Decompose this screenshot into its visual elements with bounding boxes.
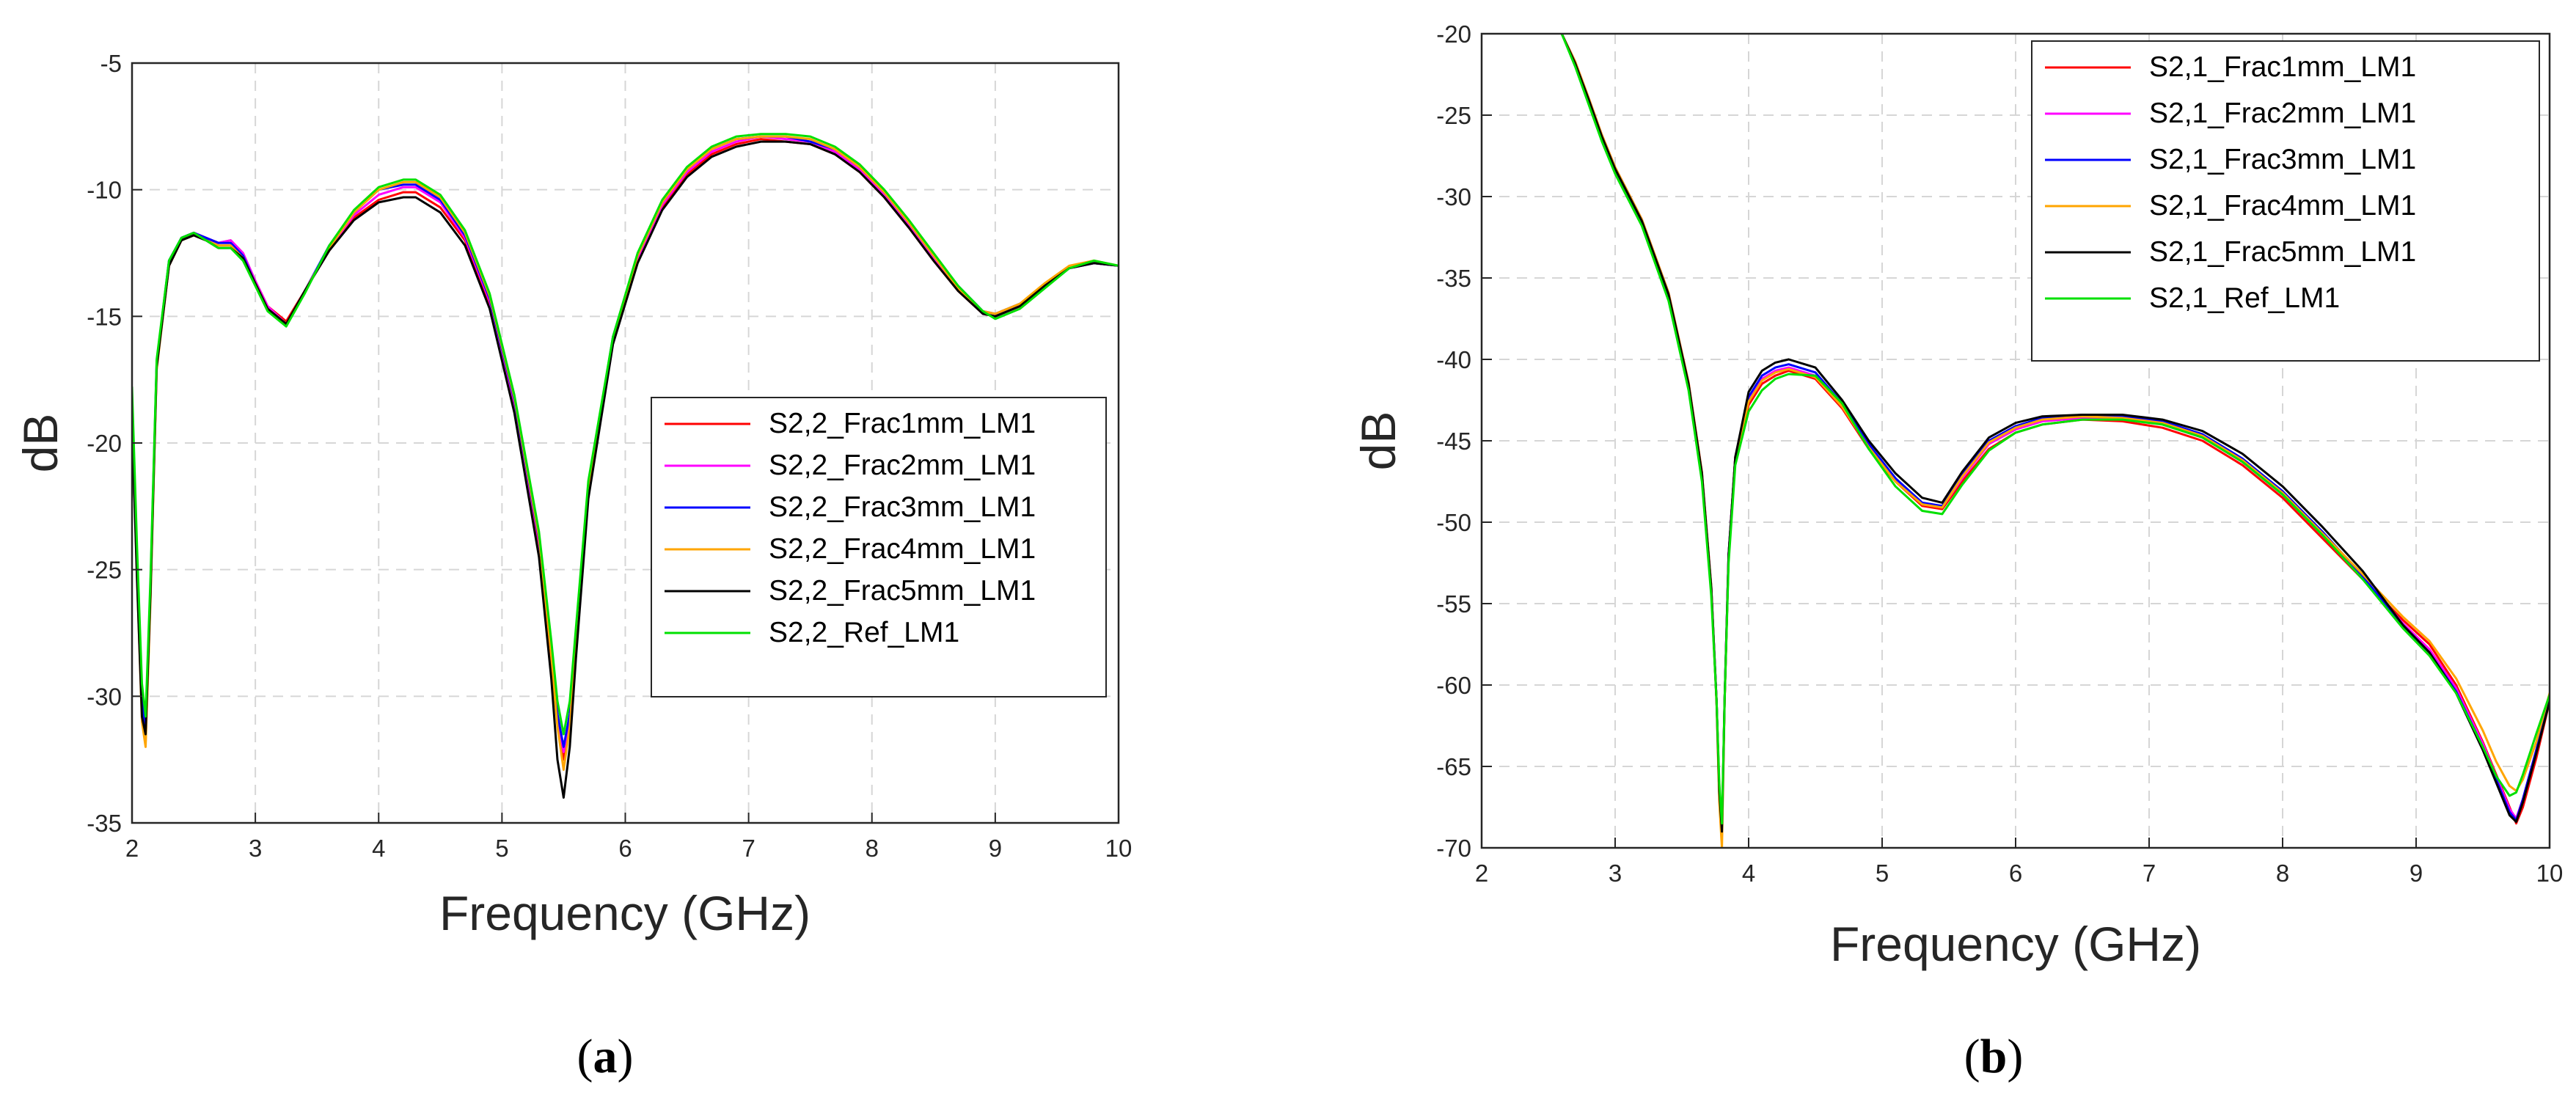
chart-b-y-tick-label-10: -20 — [1436, 21, 1471, 48]
chart-a-x-axis-label: Frequency (GHz) — [439, 886, 811, 940]
chart-a-x-tick-label-1: 3 — [249, 835, 262, 862]
chart-a-legend-label-4: S2,2_Frac5mm_LM1 — [769, 575, 1036, 607]
panel-label-b: (b) — [1964, 1030, 2024, 1083]
chart-b-y-tick-label-9: -25 — [1436, 102, 1471, 129]
chart-a-x-tick-label-0: 2 — [125, 835, 139, 862]
chart-a-x-tick-label-4: 6 — [618, 835, 632, 862]
chart-b-y-tick-label-6: -40 — [1436, 346, 1471, 373]
chart-a-legend-label-1: S2,2_Frac2mm_LM1 — [769, 450, 1036, 481]
chart-b-y-tick-label-0: -70 — [1436, 835, 1471, 862]
chart-b-y-tick-label-4: -50 — [1436, 509, 1471, 536]
chart-b-legend: S2,1_Frac1mm_LM1 S2,1_Frac2mm_LM1 S2,1_Fra… — [2031, 40, 2540, 362]
chart-a-legend-label-5: S2,2_Ref_LM1 — [769, 617, 959, 648]
chart-b-x-tick-label-8: 10 — [2536, 860, 2564, 887]
panel-label-a-letter: a — [593, 1030, 618, 1083]
chart-a-y-ticks: -35 -30 -25 -20 -15 -10 -5 — [87, 50, 142, 837]
chart-a-x-tick-label-3: 5 — [495, 835, 508, 862]
panel-label-b-letter: b — [1980, 1030, 2008, 1083]
chart-b-y-tick-label-5: -45 — [1436, 428, 1471, 455]
panel-label-a: (a) — [577, 1030, 634, 1083]
chart-a-series-line-5 — [132, 133, 1119, 736]
chart-a-x-tick-label-2: 4 — [372, 835, 385, 862]
chart-b-x-tick-label-6: 8 — [2276, 860, 2289, 887]
chart-a-x-tick-label-5: 7 — [742, 835, 755, 862]
chart-a-y-tick-label-0: -35 — [87, 810, 122, 837]
chart-b-legend-label-0: S2,1_Frac1mm_LM1 — [2149, 51, 2416, 83]
chart-b-legend-box — [2031, 40, 2540, 362]
chart-b-y-ticks: -70 -65 -60 -55 -50 -45 -40 -35 -30 -25 -20 — [1436, 21, 1492, 862]
chart-a-x-tick-label-6: 8 — [866, 835, 879, 862]
chart-b-y-tick-label-1: -65 — [1436, 753, 1471, 780]
chart-a-x-tick-label-7: 9 — [989, 835, 1002, 862]
chart-b-series-line-5 — [1560, 34, 2550, 825]
chart-a-y-tick-label-2: -25 — [87, 557, 122, 584]
chart-b-x-tick-label-0: 2 — [1475, 860, 1488, 887]
chart-a-legend: S2,2_Frac1mm_LM1 S2,2_Frac2mm_LM1 S2,2_Fra… — [651, 397, 1107, 697]
chart-b: 2 3 4 5 6 7 8 9 10 -70 -65 -60 -55 -50 -45 -40 -35 -30 -2… — [1351, 21, 2563, 971]
chart-b-y-axis-label: dB — [1351, 411, 1405, 471]
chart-b-legend-label-5: S2,1_Ref_LM1 — [2149, 282, 2340, 314]
chart-b-x-tick-label-2: 4 — [1742, 860, 1755, 887]
chart-b-x-axis-label: Frequency (GHz) — [1830, 917, 2201, 971]
chart-a-y-tick-label-6: -5 — [100, 50, 122, 77]
chart-a-y-tick-label-5: -10 — [87, 177, 122, 204]
chart-b-series — [1560, 34, 2550, 848]
chart-a-x-ticks: 2 3 4 5 6 7 8 9 10 — [125, 813, 1133, 862]
chart-b-x-tick-label-5: 7 — [2143, 860, 2156, 887]
chart-b-legend-label-2: S2,1_Frac3mm_LM1 — [2149, 144, 2416, 175]
chart-a-series — [132, 133, 1119, 799]
chart-b-y-tick-label-7: -35 — [1436, 265, 1471, 292]
chart-b-x-tick-label-4: 6 — [2009, 860, 2022, 887]
chart-b-legend-label-1: S2,1_Frac2mm_LM1 — [2149, 98, 2416, 129]
chart-a-legend-label-3: S2,2_Frac4mm_LM1 — [769, 533, 1036, 565]
chart-b-y-tick-label-2: -60 — [1436, 672, 1471, 699]
chart-b-series-line-4 — [1560, 34, 2550, 833]
chart-a-x-tick-label-8: 10 — [1105, 835, 1133, 862]
chart-a-legend-label-0: S2,2_Frac1mm_LM1 — [769, 408, 1036, 439]
chart-b-x-tick-label-7: 9 — [2409, 860, 2423, 887]
chart-a-y-axis-label: dB — [13, 414, 67, 473]
chart-b-y-tick-label-3: -55 — [1436, 590, 1471, 618]
chart-a-y-tick-label-3: -20 — [87, 430, 122, 457]
chart-a-y-tick-label-1: -30 — [87, 683, 122, 710]
chart-b-y-tick-label-8: -30 — [1436, 183, 1471, 210]
chart-b-legend-label-3: S2,1_Frac4mm_LM1 — [2149, 190, 2416, 221]
chart-b-x-ticks: 2 3 4 5 6 7 8 9 10 — [1475, 838, 2564, 887]
chart-a-legend-box — [651, 397, 1107, 697]
chart-a: 2 3 4 5 6 7 8 9 10 -35 -30 -25 -20 -15 -10 -5 Frequenc… — [13, 50, 1132, 940]
chart-a-legend-label-2: S2,2_Frac3mm_LM1 — [769, 491, 1036, 523]
chart-b-x-tick-label-3: 5 — [1876, 860, 1889, 887]
chart-a-y-tick-label-4: -15 — [87, 303, 122, 330]
chart-b-x-tick-label-1: 3 — [1609, 860, 1622, 887]
chart-b-legend-label-4: S2,1_Frac5mm_LM1 — [2149, 236, 2416, 268]
